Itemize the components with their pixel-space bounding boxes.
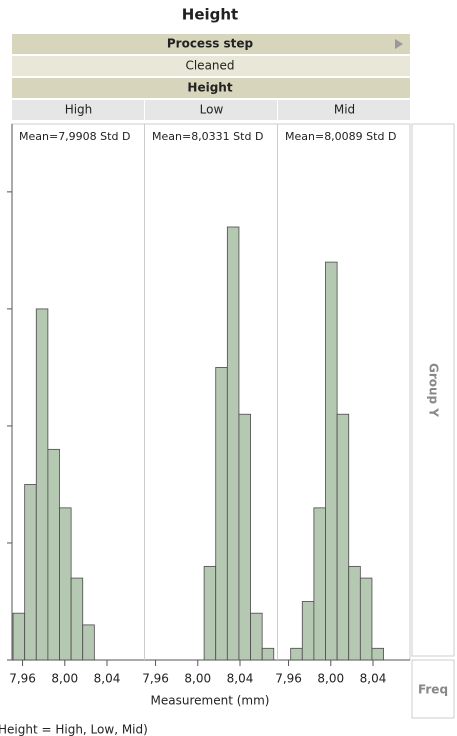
column-header-label: Mid <box>334 103 355 117</box>
bar <box>336 413 350 661</box>
bar <box>70 577 84 661</box>
bar <box>215 367 228 661</box>
group-header: Cleaned <box>185 59 234 73</box>
header-row <box>12 34 410 54</box>
bar <box>261 647 275 661</box>
bar <box>24 484 37 661</box>
footnote: Height = High, Low, Mid) <box>0 723 148 736</box>
stat-label: Mean=8,0089 Std D <box>285 130 396 143</box>
x-tick-label: 7,96 <box>142 672 169 686</box>
group-y-label: Group Y <box>427 363 441 417</box>
bar <box>82 624 95 661</box>
bar <box>325 261 338 661</box>
x-axis-title: Measurement (mm) <box>151 694 270 708</box>
group-y-zone[interactable] <box>411 123 455 657</box>
group-header: Process step <box>167 37 254 51</box>
bar <box>313 507 326 661</box>
x-tick-label: 8,04 <box>227 672 254 686</box>
x-tick-label: 8,00 <box>317 672 344 686</box>
column-header-label: Low <box>200 103 224 117</box>
x-tick-label: 8,00 <box>51 672 78 686</box>
freq-label: Freq <box>418 683 448 697</box>
x-tick-label: 7,96 <box>275 672 302 686</box>
bar <box>47 448 60 661</box>
bar <box>348 565 361 661</box>
bar <box>35 308 49 661</box>
header-row <box>12 56 410 76</box>
column-header <box>278 100 410 120</box>
bar <box>203 565 217 661</box>
bar <box>250 612 263 661</box>
bar <box>12 612 26 661</box>
column-header-label: High <box>65 103 93 117</box>
x-tick-label: 7,96 <box>9 672 36 686</box>
bar <box>59 507 72 661</box>
stat-label: Mean=7,9908 Std D <box>19 130 130 143</box>
bar <box>290 647 303 661</box>
stat-label: Mean=8,0331 Std D <box>152 130 263 143</box>
disclosure-icon[interactable] <box>395 39 403 49</box>
bar <box>226 226 240 661</box>
x-tick-label: 8,00 <box>184 672 211 686</box>
freq-zone[interactable] <box>411 659 455 719</box>
bar <box>301 601 315 661</box>
header-row <box>12 78 410 98</box>
bar <box>359 577 373 661</box>
chart-title: Height <box>182 6 238 24</box>
column-header <box>12 100 144 120</box>
x-tick-label: 8,04 <box>94 672 121 686</box>
group-header: Height <box>187 81 232 95</box>
bar <box>238 413 251 661</box>
bar <box>371 647 384 661</box>
x-tick-label: 8,04 <box>360 672 387 686</box>
column-header <box>145 100 277 120</box>
